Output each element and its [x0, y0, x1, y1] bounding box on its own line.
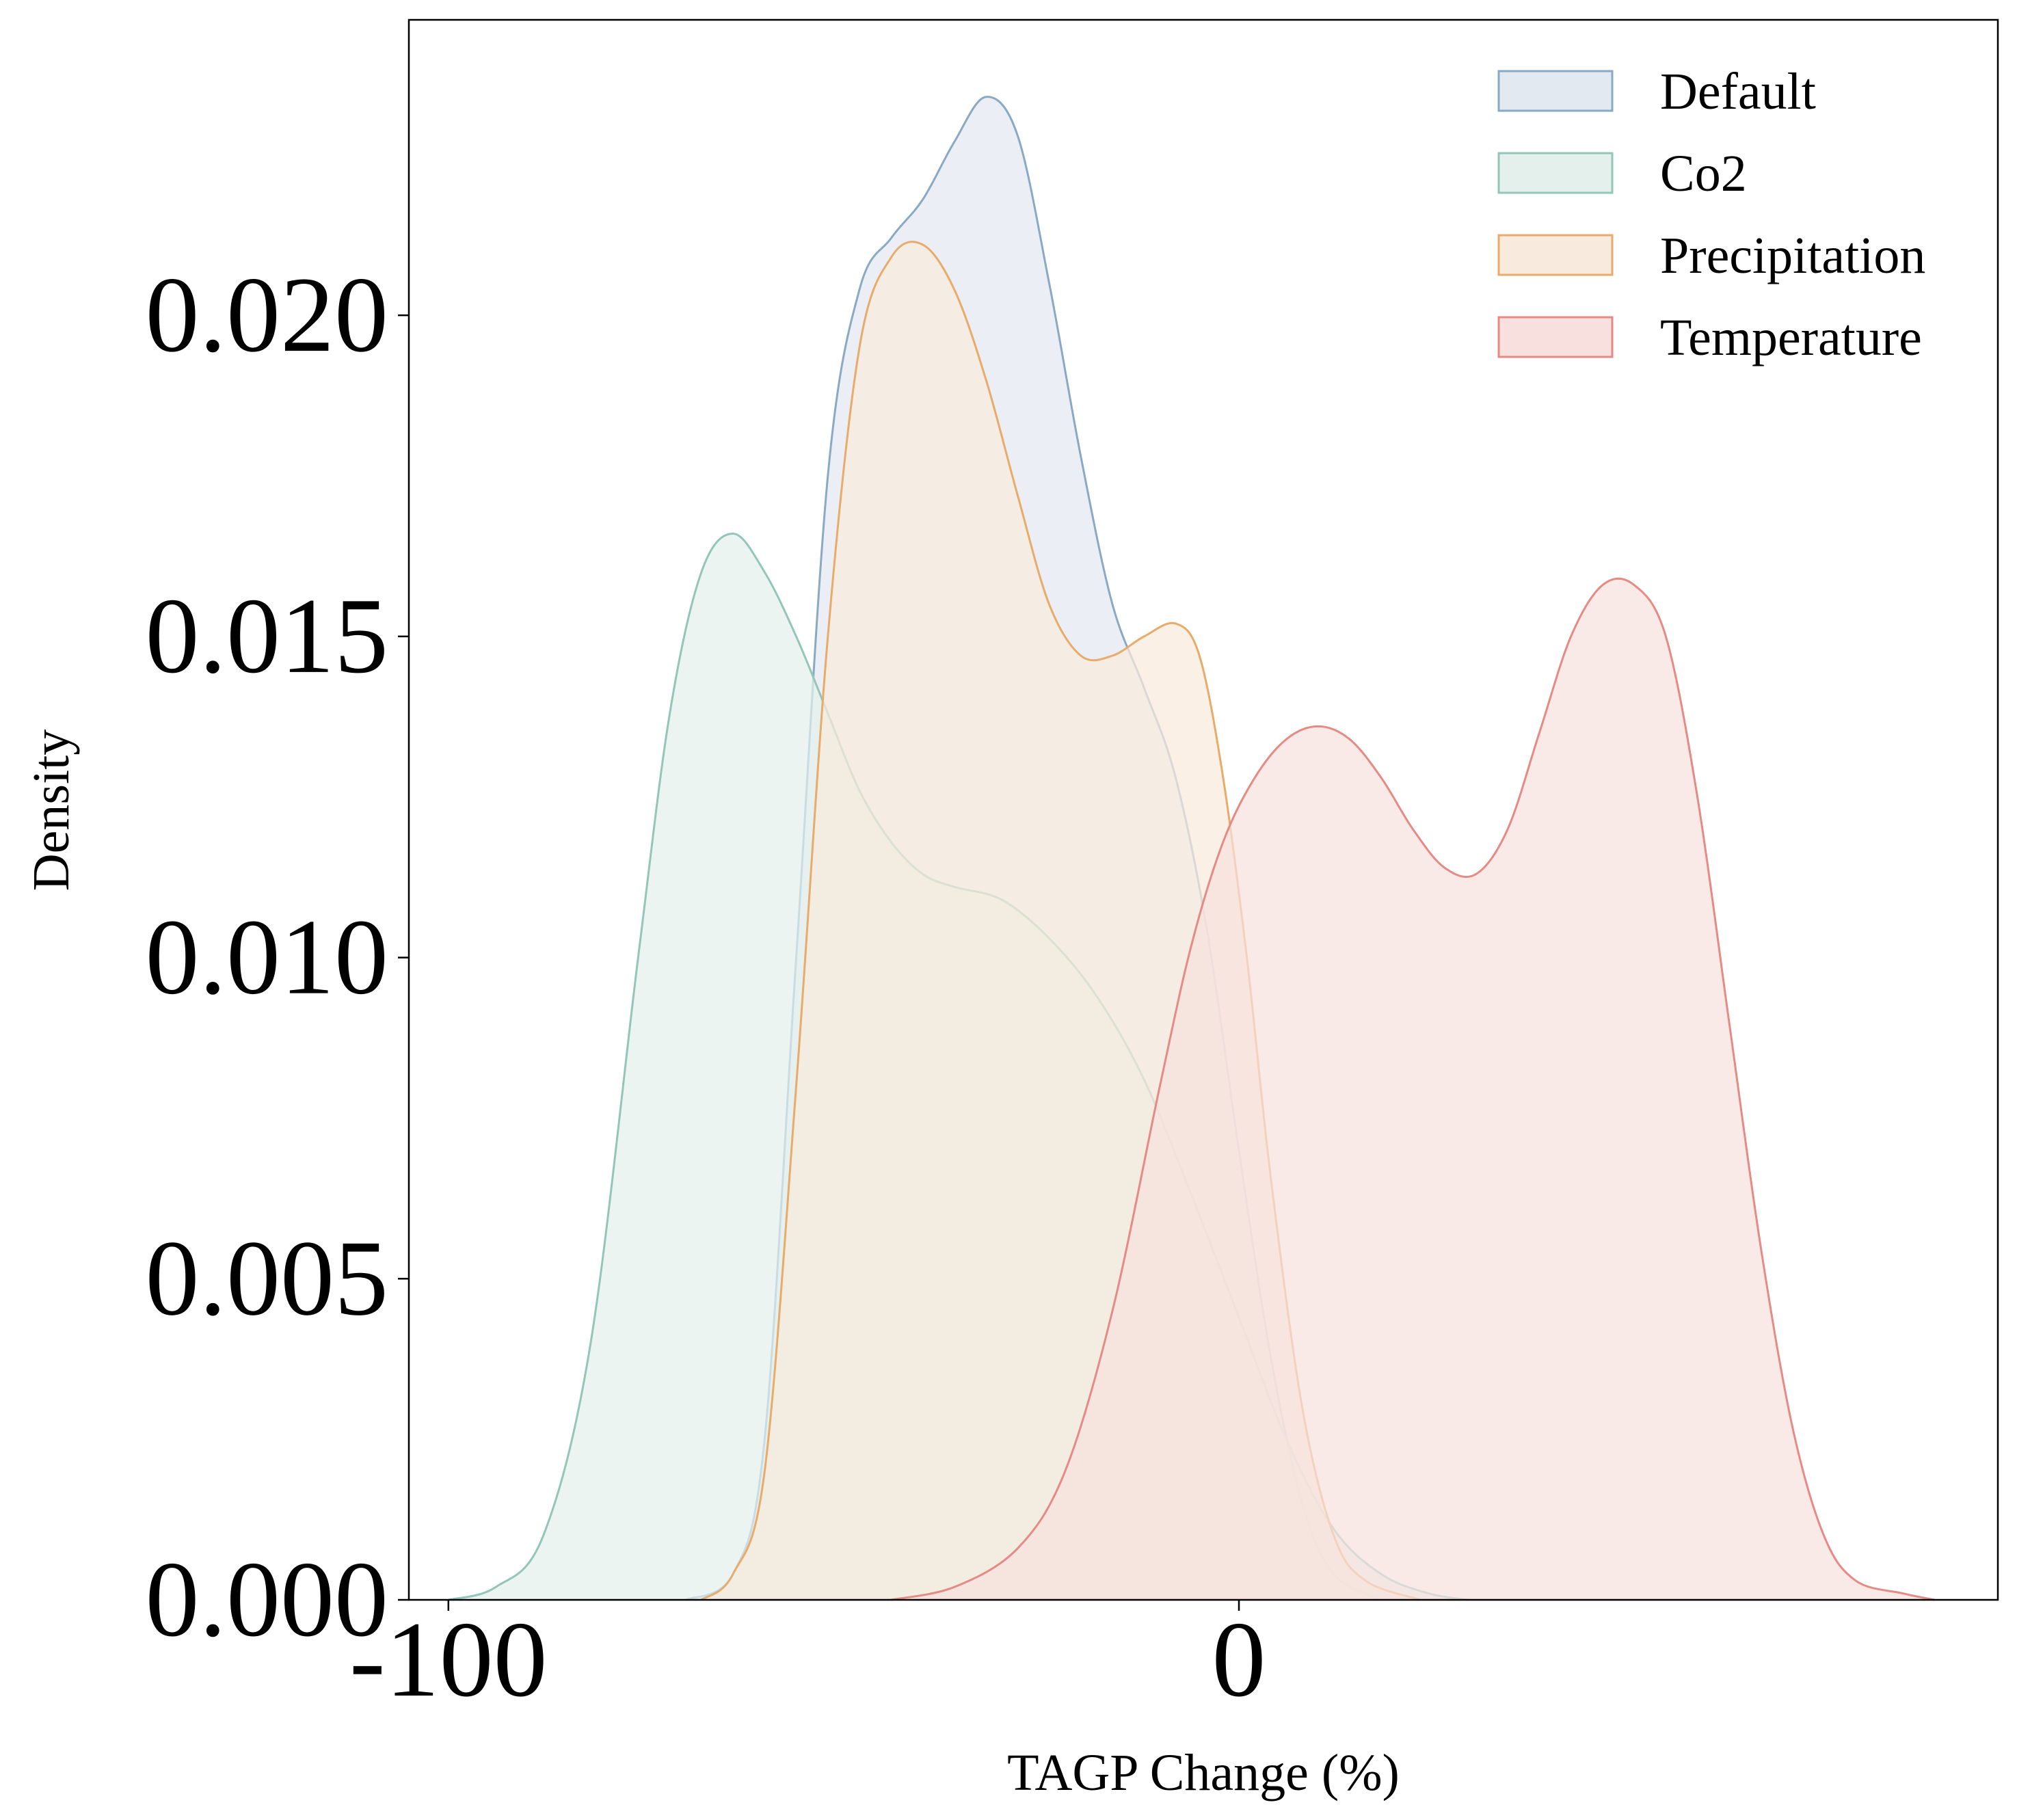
legend-swatch-precipitation [1497, 234, 1614, 276]
legend-label-default: Default [1660, 63, 1816, 120]
legend-swatch-default [1497, 70, 1614, 112]
x-axis-label: TAGP Change (%) [1007, 1744, 1400, 1802]
series-area-temperature [891, 578, 1935, 1601]
legend-swatch-co2 [1497, 152, 1614, 194]
y-axis-label: Density [23, 730, 80, 891]
series-layer [448, 96, 1935, 1601]
y-tick-label: 0.010 [146, 898, 389, 1017]
legend-label-temperature: Temperature [1660, 309, 1922, 366]
series-line-temperature [891, 577, 1935, 1601]
legend-swatch-temperature [1497, 316, 1614, 358]
y-tick-label: 0.020 [146, 255, 389, 375]
y-tick-label: 0.015 [146, 576, 389, 696]
legend-label-precipitation: Precipitation [1660, 227, 1925, 284]
legend: Default Co2 Precipitation Temperature [1497, 63, 1925, 366]
x-axis: -100 0 [349, 1600, 1266, 1719]
plot-frame [408, 18, 1999, 1601]
y-axis: 0.000 0.005 0.010 0.015 0.020 [146, 255, 409, 1659]
x-tick-label: -100 [349, 1600, 548, 1719]
legend-label-co2: Co2 [1660, 145, 1747, 202]
y-tick-label: 0.000 [146, 1540, 389, 1659]
x-tick-label: 0 [1212, 1600, 1266, 1719]
y-tick-label: 0.005 [146, 1218, 389, 1338]
